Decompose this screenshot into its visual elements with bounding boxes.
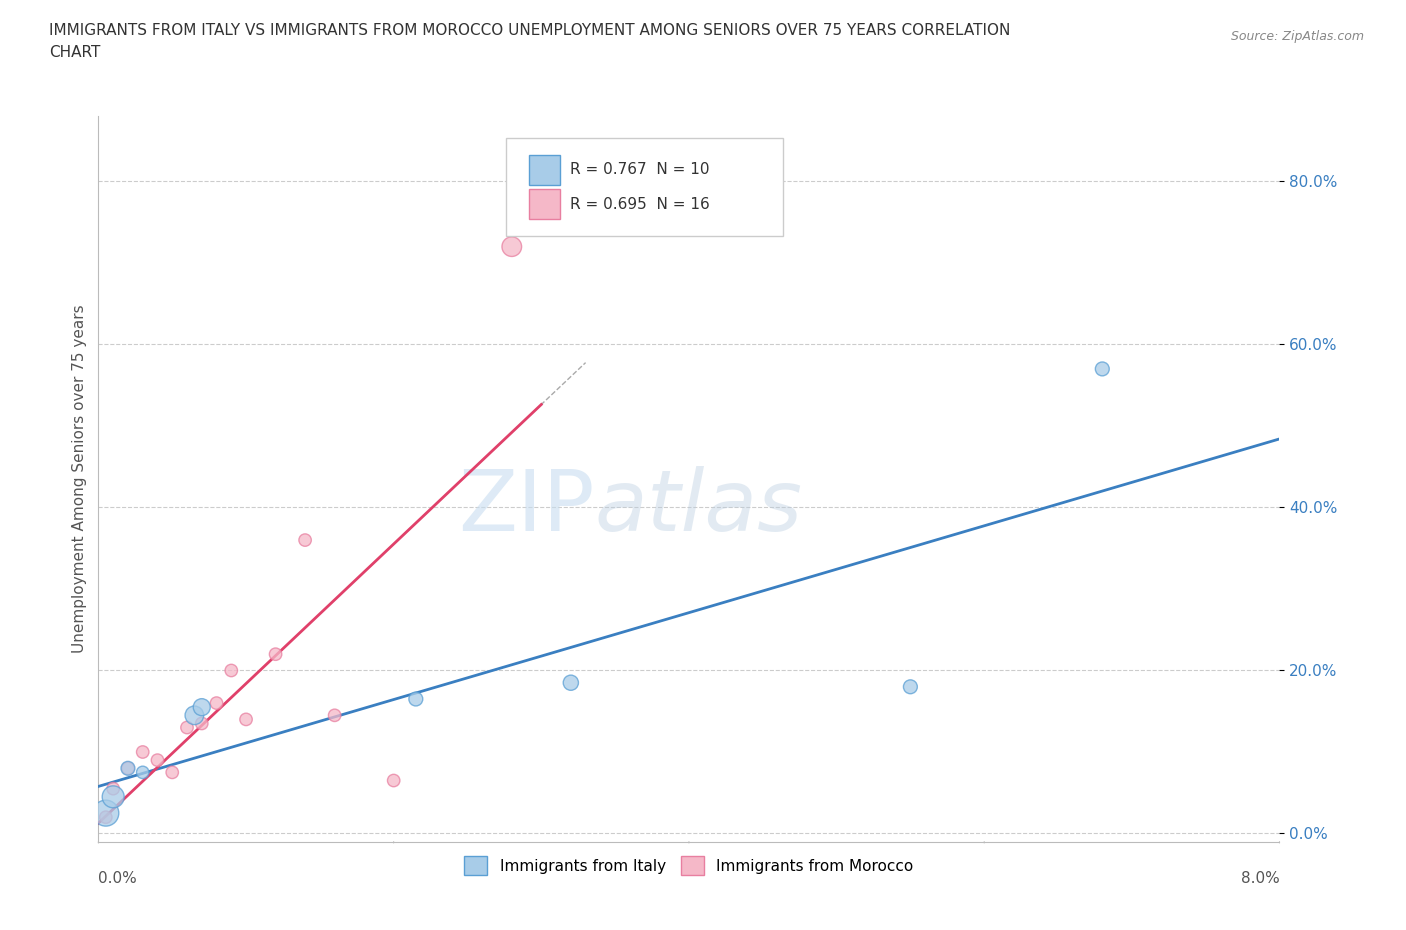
Text: 0.0%: 0.0% (98, 870, 138, 885)
Point (382, 773, 405, 788)
Text: R = 0.695  N = 16: R = 0.695 N = 16 (569, 196, 710, 211)
Text: CHART: CHART (49, 45, 101, 60)
Point (183, 708, 205, 723)
Point (264, 646, 287, 661)
Point (294, 533, 316, 548)
Point (501, 239, 523, 254)
Point (94, 805, 117, 820)
Text: Source: ZipAtlas.com: Source: ZipAtlas.com (1230, 30, 1364, 43)
Legend: Immigrants from Italy, Immigrants from Morocco: Immigrants from Italy, Immigrants from M… (458, 850, 920, 881)
FancyBboxPatch shape (506, 138, 783, 236)
FancyBboxPatch shape (530, 154, 560, 185)
Text: atlas: atlas (595, 467, 803, 550)
Point (103, 790, 125, 804)
Point (900, 679, 922, 694)
Text: 8.0%: 8.0% (1240, 870, 1279, 885)
Point (405, 692, 427, 707)
Point (205, 696, 228, 711)
Point (117, 761, 139, 776)
Point (191, 699, 214, 714)
Point (132, 745, 155, 760)
Point (235, 712, 257, 727)
Point (323, 708, 346, 723)
Point (132, 765, 155, 780)
FancyBboxPatch shape (530, 189, 560, 219)
Point (162, 765, 183, 780)
Text: ZIP: ZIP (458, 467, 595, 550)
Point (146, 752, 169, 767)
Text: R = 0.767  N = 10: R = 0.767 N = 10 (569, 163, 709, 178)
Point (94, 810, 117, 825)
Point (191, 716, 214, 731)
Point (176, 720, 198, 735)
Text: IMMIGRANTS FROM ITALY VS IMMIGRANTS FROM MOROCCO UNEMPLOYMENT AMONG SENIORS OVER: IMMIGRANTS FROM ITALY VS IMMIGRANTS FROM… (49, 23, 1011, 38)
Point (221, 663, 243, 678)
Y-axis label: Unemployment Among Seniors over 75 years: Unemployment Among Seniors over 75 years (72, 305, 87, 653)
Point (117, 761, 139, 776)
Point (560, 675, 582, 690)
Point (1091, 362, 1114, 377)
Point (103, 781, 125, 796)
